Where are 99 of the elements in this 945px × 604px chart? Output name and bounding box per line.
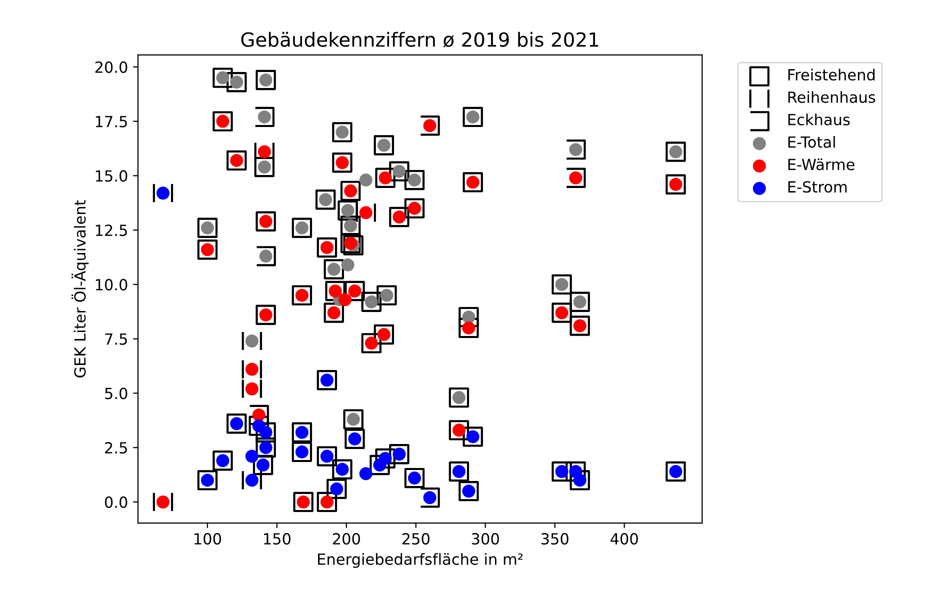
point: [423, 491, 436, 504]
point: [152, 492, 174, 512]
point: [452, 465, 466, 478]
point: [295, 221, 308, 234]
point: [245, 450, 258, 463]
y-tick-label: 12.5: [96, 224, 127, 236]
x-tick-label: 400: [610, 533, 638, 545]
x-axis-title: Energiebedarfsfläche in m²: [318, 553, 523, 568]
point: [420, 116, 440, 136]
x-tick-label: 250: [402, 533, 430, 545]
point: [320, 450, 334, 463]
point: [245, 474, 258, 487]
legend-label: Reihenhaus: [788, 91, 876, 103]
legend-label: Freistehend: [788, 68, 875, 81]
x-tick-label: 200: [332, 533, 360, 545]
y-axis-title: GEK Liter Öl-Äquivalent: [72, 200, 89, 378]
point: [566, 139, 586, 160]
y-tick-label: 10.0: [96, 278, 128, 290]
point: [245, 382, 258, 396]
point: [245, 334, 258, 348]
point: [555, 278, 568, 291]
x-tick-label: 150: [264, 533, 290, 545]
point: [256, 246, 276, 266]
y-tick-label: 0.0: [104, 496, 128, 508]
point: [245, 362, 258, 376]
point: [295, 445, 308, 458]
point: [258, 110, 271, 124]
point: [344, 184, 358, 198]
point: [341, 258, 354, 272]
point: [423, 119, 436, 132]
point: [295, 426, 308, 439]
point: [555, 306, 568, 320]
point: [569, 143, 582, 156]
point: [320, 240, 334, 254]
point: [216, 454, 230, 468]
point: [669, 178, 682, 191]
point: [242, 330, 262, 352]
point: [359, 206, 372, 220]
x-tick-label: 350: [541, 533, 568, 545]
point: [252, 408, 266, 422]
point: [254, 142, 275, 162]
point: [452, 391, 466, 404]
y-tick-label: 5.0: [105, 388, 128, 400]
point: [348, 432, 362, 446]
point: [230, 417, 244, 430]
point: [466, 110, 480, 124]
point: [200, 221, 214, 234]
point: [392, 210, 406, 224]
point: [259, 308, 272, 322]
y-tick-label: 2.5: [105, 442, 127, 454]
point: [573, 319, 586, 332]
point: [573, 295, 586, 308]
x-tick-label: 300: [472, 533, 499, 545]
point: [242, 359, 262, 380]
point: [200, 243, 214, 256]
point: [254, 106, 275, 128]
y-tick-label: 20.0: [95, 61, 128, 73]
point: [336, 156, 349, 170]
point: [338, 293, 352, 306]
legend-label: E-Total: [788, 136, 835, 148]
point: [420, 488, 440, 508]
point: [216, 114, 230, 128]
point: [242, 378, 262, 399]
point: [346, 412, 360, 426]
point: [466, 176, 480, 189]
point: [295, 288, 308, 302]
y-tick-label: 17.5: [96, 116, 127, 128]
point: [259, 73, 272, 86]
y-tick-label: 15.0: [96, 170, 128, 182]
point: [669, 145, 682, 158]
point: [319, 193, 332, 206]
point: [669, 465, 682, 478]
point: [377, 138, 390, 152]
point: [156, 186, 170, 200]
point: [152, 182, 174, 204]
point: [296, 495, 310, 508]
point: [242, 470, 262, 490]
point: [566, 168, 586, 188]
point: [569, 171, 582, 184]
point: [462, 484, 476, 498]
x-tick-label: 100: [194, 533, 222, 545]
point: [258, 145, 271, 158]
point: [156, 495, 170, 508]
point: [336, 462, 349, 476]
point: [359, 467, 372, 480]
chart-title: Gebäudekennziffern ø 2019 bis 2021: [241, 32, 598, 48]
point: [336, 126, 349, 139]
point: [248, 404, 269, 426]
legend-label: E-Strom: [788, 181, 847, 193]
point: [259, 250, 272, 263]
point: [230, 154, 244, 167]
legend-label: Eckhaus: [788, 114, 850, 126]
point: [359, 174, 372, 187]
point: [200, 474, 214, 487]
legend-label: E-Wärme: [788, 158, 854, 170]
point: [364, 295, 378, 308]
y-tick-label: 7.5: [105, 333, 127, 345]
point: [259, 214, 272, 228]
point: [320, 374, 334, 387]
